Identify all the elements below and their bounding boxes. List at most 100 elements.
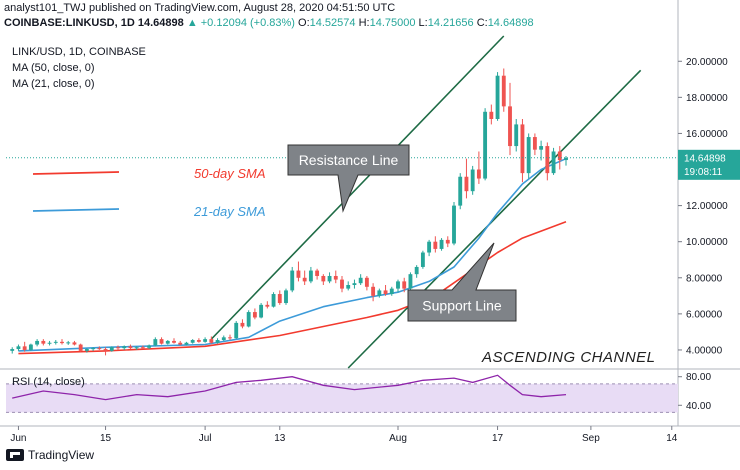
price-tag-countdown: 19:08:11	[684, 167, 723, 178]
candle	[389, 286, 394, 296]
candle-body	[296, 270, 301, 278]
channel-line	[210, 35, 505, 340]
candle	[122, 345, 127, 350]
candle	[551, 147, 556, 175]
candle-body	[302, 277, 307, 282]
candle-body	[532, 137, 537, 150]
candle	[458, 173, 463, 210]
candle	[228, 334, 232, 341]
candle	[41, 339, 46, 346]
candle-body	[78, 344, 83, 351]
candle-body	[60, 341, 64, 344]
candle-body	[221, 337, 226, 341]
candle	[333, 270, 338, 284]
candle-body	[495, 75, 500, 119]
candle	[470, 165, 475, 195]
candle	[196, 338, 201, 343]
price-tag-box	[678, 149, 740, 180]
y-tick-label: 20.00000	[686, 57, 728, 68]
x-tick-label: Jul	[199, 433, 212, 444]
candle	[514, 119, 519, 152]
candle-body	[315, 270, 320, 276]
candle	[327, 272, 332, 284]
candle	[147, 344, 152, 350]
rsi-tick-label: 80.00	[686, 372, 711, 383]
candle-body	[277, 294, 282, 304]
candle	[346, 281, 351, 291]
candle-body	[520, 124, 525, 174]
candle-body	[196, 340, 201, 342]
candle	[520, 119, 525, 183]
candle-body	[128, 346, 133, 349]
candle	[383, 285, 388, 296]
candle-body	[389, 288, 394, 295]
candle	[72, 340, 77, 346]
candle-body	[445, 239, 450, 244]
candle-body	[103, 349, 108, 351]
ohlc-close-label: C:	[476, 17, 488, 29]
candle	[109, 346, 114, 352]
resistance-callout-label: Resistance Line	[299, 152, 399, 168]
candle-body	[508, 106, 512, 147]
candle-body	[402, 281, 407, 289]
candle-body	[557, 151, 562, 161]
price-tag-value: 14.64898	[684, 153, 726, 164]
candle	[452, 202, 456, 246]
candle	[364, 275, 369, 291]
candle	[28, 343, 33, 351]
candle	[240, 319, 245, 329]
candle-body	[84, 349, 89, 351]
candle	[526, 133, 531, 179]
rsi-line	[12, 374, 567, 401]
ohlc-high-label: H:	[358, 17, 370, 29]
candle	[184, 341, 189, 346]
candle-body	[352, 283, 357, 285]
candle	[439, 238, 444, 251]
candle	[402, 277, 407, 293]
candle	[495, 72, 500, 121]
candle-body	[265, 304, 270, 307]
x-tick-label: 13	[274, 433, 286, 444]
channel-lines	[210, 35, 642, 369]
candle-body	[240, 322, 245, 327]
y-tick-label: 8.00000	[686, 273, 723, 284]
candle-body	[371, 286, 376, 296]
candle	[66, 340, 71, 345]
candle	[340, 275, 344, 293]
candle-body	[321, 275, 326, 282]
candle-body	[433, 241, 438, 249]
candle	[60, 339, 64, 345]
candle	[172, 338, 176, 344]
candle-body	[308, 270, 313, 282]
candle	[47, 340, 52, 346]
candle	[290, 266, 295, 293]
ohlc-low: 14.21656	[427, 17, 474, 29]
candle	[433, 236, 438, 253]
candle	[532, 133, 537, 156]
candle	[190, 339, 195, 344]
ma50-line	[18, 221, 567, 355]
candle-body	[215, 340, 220, 343]
candle	[321, 274, 326, 285]
candle-body	[377, 290, 382, 296]
candle	[396, 279, 400, 293]
resistance-callout-box	[287, 144, 410, 213]
candle-body	[10, 349, 15, 351]
candle	[10, 347, 15, 354]
candle	[178, 340, 183, 346]
candle-body	[458, 176, 463, 206]
candle-body	[147, 345, 152, 348]
candle-body	[259, 304, 264, 318]
candle-body	[28, 344, 33, 350]
ohlc-close: 14.64898	[487, 17, 534, 29]
candle	[252, 308, 257, 320]
candle	[203, 337, 208, 343]
sma50-annotation: 50-day SMA	[194, 166, 266, 181]
sma21-sample-line	[32, 208, 120, 212]
candle	[545, 142, 550, 181]
candle	[259, 303, 264, 319]
candle-body	[184, 342, 189, 345]
candle-body	[203, 339, 208, 342]
candle-body	[116, 347, 120, 349]
